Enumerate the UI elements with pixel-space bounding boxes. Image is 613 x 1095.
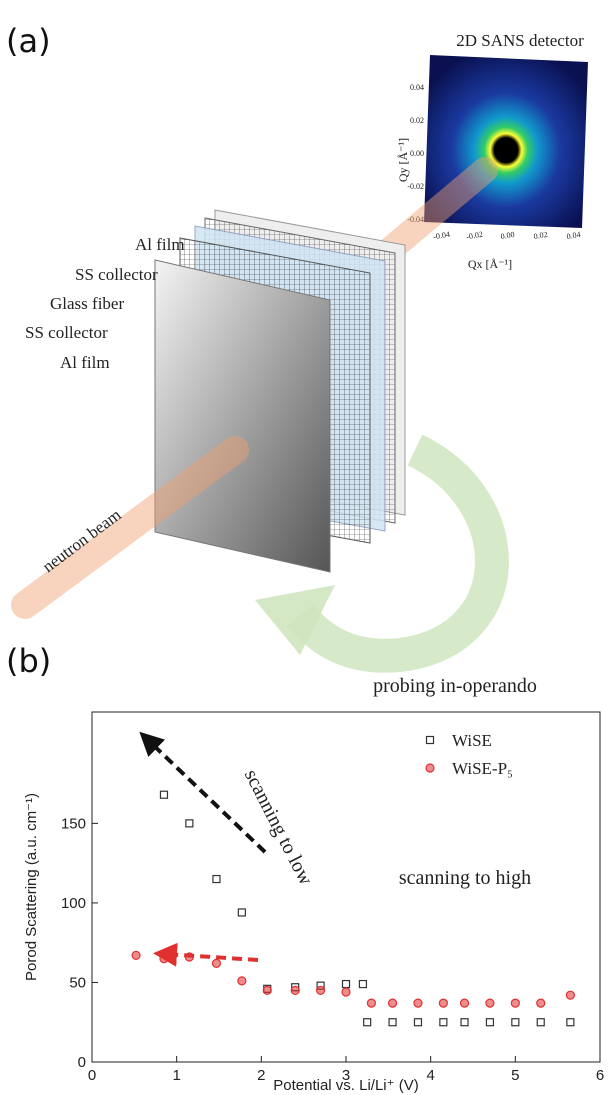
- legend-marker: [426, 764, 434, 772]
- data-point: [263, 986, 271, 994]
- data-point: [512, 1019, 519, 1026]
- data-point: [439, 999, 447, 1007]
- detector-tick-label: 0.00: [500, 230, 515, 241]
- detector-tick-label: -0.02: [407, 182, 424, 191]
- data-point: [537, 1019, 544, 1026]
- layer-label: SS collector: [25, 323, 108, 342]
- data-point: [132, 951, 140, 959]
- detector-x-ticks: -0.04 -0.02 0.00 0.02 0.04: [433, 230, 582, 242]
- data-point: [343, 981, 350, 988]
- x-tick-label: 2: [257, 1067, 265, 1084]
- detector-title: 2D SANS detector: [456, 31, 584, 50]
- data-point: [160, 791, 167, 798]
- data-point: [364, 1019, 371, 1026]
- arrow: [165, 954, 258, 960]
- panel-label: (a): [6, 22, 51, 60]
- data-point: [238, 909, 245, 916]
- y-tick-label: 150: [61, 815, 86, 832]
- data-point: [213, 876, 220, 883]
- data-point: [238, 977, 246, 985]
- data-point: [537, 999, 545, 1007]
- data-point: [185, 953, 193, 961]
- data-point: [389, 999, 397, 1007]
- detector-tick-label: 0.02: [410, 116, 424, 125]
- detector-x-label: Qx [Å⁻¹]: [468, 257, 512, 271]
- data-point: [342, 988, 350, 996]
- data-point: [186, 820, 193, 827]
- data-point: [486, 1019, 493, 1026]
- y-tick-label: 0: [78, 1054, 86, 1071]
- x-tick-label: 5: [511, 1067, 519, 1084]
- layer-label: Al film: [60, 353, 110, 372]
- data-point: [414, 1019, 421, 1026]
- data-point: [389, 1019, 396, 1026]
- data-point: [414, 999, 422, 1007]
- layer: [155, 260, 330, 572]
- data-point: [566, 991, 574, 999]
- data-point: [511, 999, 519, 1007]
- detector-y-label: Qy [Å⁻¹]: [396, 138, 410, 182]
- detector-tick-label: -0.04: [433, 230, 451, 242]
- layer-label: Al film: [135, 235, 185, 254]
- detector-tick-label: 0.02: [533, 230, 548, 241]
- detector-tick-label: 0.00: [410, 149, 424, 158]
- data-point: [212, 959, 220, 967]
- data-point: [486, 999, 494, 1007]
- annotation: scanning to low: [240, 766, 317, 889]
- x-tick-label: 4: [426, 1067, 434, 1084]
- annotation: scanning to high: [399, 867, 531, 889]
- x-tick-label: 0: [88, 1067, 96, 1084]
- y-tick-label: 50: [69, 974, 86, 991]
- arrow: [148, 740, 265, 852]
- detector-tick-label: -0.02: [466, 230, 484, 242]
- arrow-label: probing in-operando: [373, 675, 537, 697]
- legend-label: WiSE-P₅: [452, 759, 513, 778]
- legend-marker: [427, 737, 434, 744]
- data-point: [440, 1019, 447, 1026]
- data-point: [461, 1019, 468, 1026]
- y-tick-label: 100: [61, 895, 86, 912]
- legend-label: WiSE: [452, 731, 492, 750]
- data-point: [567, 1019, 574, 1026]
- x-tick-label: 3: [342, 1067, 350, 1084]
- x-tick-label: 6: [596, 1067, 604, 1084]
- data-point: [291, 986, 299, 994]
- data-point: [359, 981, 366, 988]
- layer-label: SS collector: [75, 265, 158, 284]
- figure: (a) 2D SANS detector 0.040.020.00-0.02-0…: [0, 0, 613, 1095]
- detector-tick-label: 0.04: [566, 230, 581, 241]
- panel-label: (b): [6, 642, 51, 680]
- data-point: [160, 955, 168, 963]
- data-point: [461, 999, 469, 1007]
- layer-label: Glass fiber: [50, 294, 124, 313]
- data-point: [317, 986, 325, 994]
- data-point: [367, 999, 375, 1007]
- y-axis-label: Porod Scattering (a.u. cm⁻¹): [23, 793, 40, 981]
- x-tick-label: 1: [172, 1067, 180, 1084]
- detector-tick-label: 0.04: [410, 83, 424, 92]
